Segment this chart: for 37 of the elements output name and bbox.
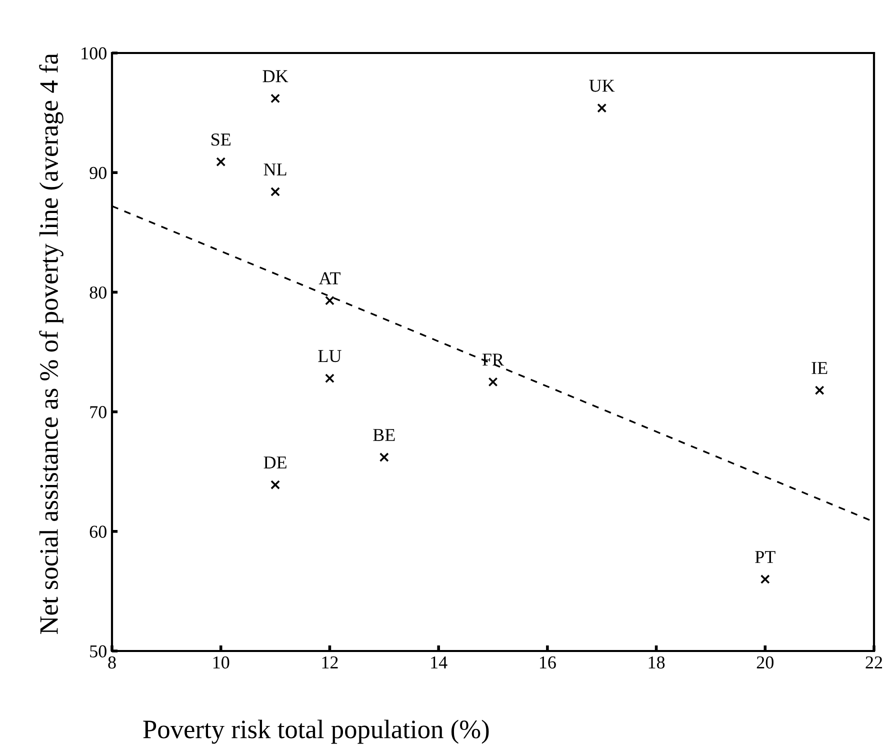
annotation: IE — [812, 362, 828, 374]
annotation: UK — [589, 80, 615, 92]
x-tick-label: 12 — [322, 656, 338, 668]
y-tick-label: 70 — [90, 406, 106, 418]
y-tick-label: 90 — [90, 166, 106, 180]
x-tick-label: 20 — [756, 656, 774, 669]
y-tick-label: 100 — [82, 47, 106, 60]
y-tick-label: 50 — [90, 645, 106, 658]
annotation: DK — [262, 70, 288, 82]
x-tick-label: 10 — [213, 656, 230, 669]
x-tick-label: 8 — [108, 656, 116, 669]
y-tick-label: 60 — [90, 526, 106, 538]
x-tick-label: 22 — [866, 656, 882, 668]
annotation: BE — [373, 429, 395, 441]
x-tick-label: 14 — [431, 656, 448, 668]
annotation: PT — [755, 551, 776, 563]
x-axis-title: Poverty risk total population (%) — [143, 720, 489, 744]
x-tick-label: 18 — [648, 656, 665, 669]
annotation: SE — [212, 134, 230, 146]
point — [216, 157, 226, 167]
y-tick-label: 80 — [90, 286, 106, 299]
point — [488, 377, 498, 387]
annotation: NL — [264, 164, 286, 176]
point — [379, 452, 389, 462]
annotation: LU — [318, 350, 342, 362]
annotation: DE — [264, 456, 286, 468]
point — [270, 480, 280, 490]
point — [325, 374, 334, 384]
point — [597, 103, 607, 113]
x-tick-label: 16 — [540, 656, 556, 669]
point — [270, 187, 280, 196]
annotation: AT — [318, 272, 340, 284]
point — [325, 296, 334, 306]
y-axis-title: Net social assistance as % of poverty line (average 4 fa — [39, 53, 64, 634]
point — [270, 94, 280, 104]
point — [814, 386, 824, 395]
point — [760, 574, 770, 584]
